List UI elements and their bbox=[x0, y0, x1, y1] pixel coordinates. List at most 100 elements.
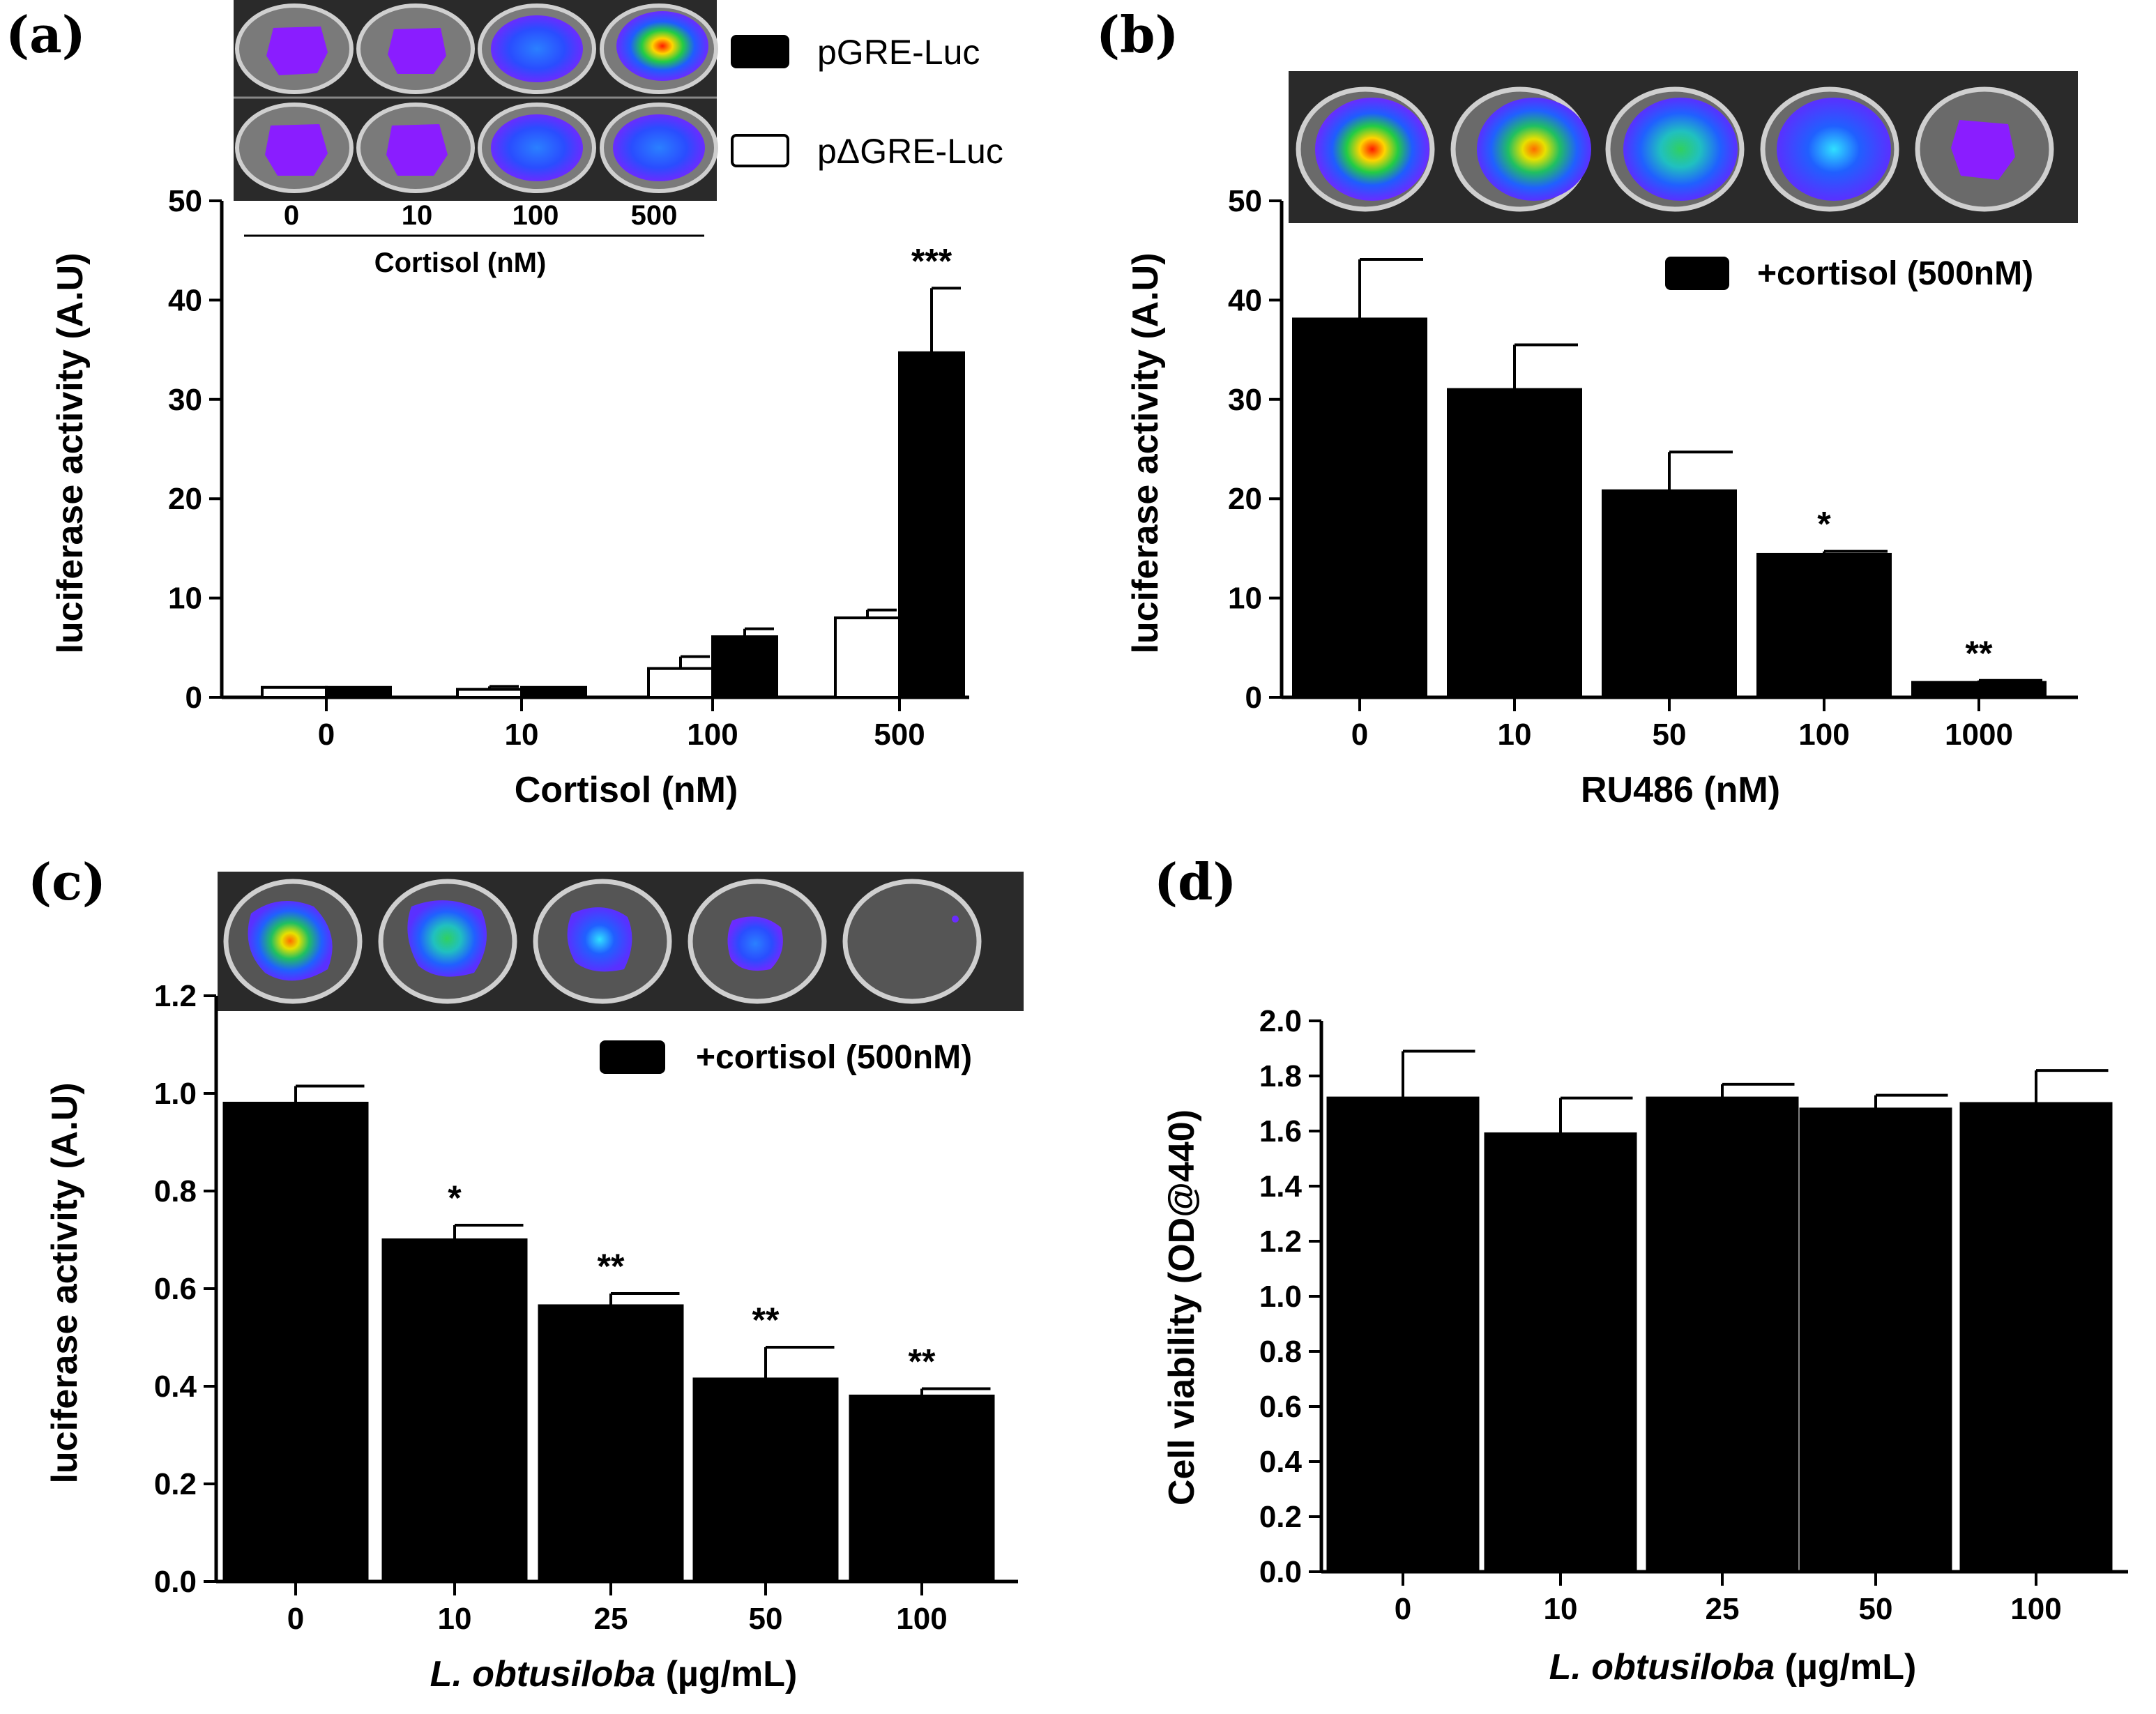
bar bbox=[381, 1238, 528, 1583]
y-tick-label: 0.8 bbox=[1259, 1335, 1302, 1369]
y-tick-label: 30 bbox=[168, 383, 202, 417]
inset-a-label-500: 500 bbox=[631, 200, 678, 231]
xlabel-b: RU486 (nM) bbox=[1581, 770, 1780, 810]
bar bbox=[1799, 1107, 1952, 1573]
y-tick-label: 0.4 bbox=[154, 1370, 197, 1404]
bar bbox=[325, 685, 392, 699]
well-c-5 bbox=[842, 879, 982, 1004]
well-c-5-signal bbox=[952, 916, 959, 923]
significance-marker: ** bbox=[909, 1342, 936, 1381]
y-tick-label: 0.4 bbox=[1259, 1445, 1303, 1479]
x-tick-label: 10 bbox=[505, 718, 539, 752]
well-c-3-signal bbox=[567, 907, 632, 972]
ylabel-c: luciferase activity (A.U) bbox=[45, 1082, 85, 1483]
y-tick-label: 2.0 bbox=[1259, 1004, 1302, 1038]
bar bbox=[1646, 1096, 1799, 1573]
y-tick-label: 1.8 bbox=[1259, 1059, 1302, 1093]
y-tick-label: 50 bbox=[1228, 184, 1262, 218]
well-c-1-signal bbox=[248, 901, 333, 981]
xlabel-c-species: L. obtusiloba bbox=[430, 1654, 656, 1694]
ylabel-d: Cell viability (OD@440) bbox=[1162, 1109, 1202, 1506]
ylabel-b: luciferase activity (A.U) bbox=[1125, 252, 1166, 653]
significance-marker: *** bbox=[911, 241, 952, 280]
bar bbox=[520, 685, 587, 699]
bar bbox=[647, 667, 714, 699]
bar bbox=[1911, 681, 2047, 699]
inset-a-label-0: 0 bbox=[284, 200, 299, 231]
y-tick-label: 0.0 bbox=[1259, 1555, 1302, 1589]
xlabel-d-species: L. obtusiloba bbox=[1549, 1647, 1775, 1688]
inset-wells-c bbox=[218, 872, 1024, 1011]
panel-label-d: (d) bbox=[1154, 852, 1236, 911]
legend-swatch-pdgre bbox=[731, 134, 789, 167]
y-tick-label: 20 bbox=[1228, 482, 1262, 516]
well-b-3-signal bbox=[1623, 98, 1738, 201]
x-tick-label: 0 bbox=[1395, 1592, 1411, 1626]
legend-label-b: +cortisol (500nM) bbox=[1757, 255, 2033, 292]
significance-marker: ** bbox=[752, 1300, 780, 1340]
well-a2-2-signal bbox=[386, 124, 448, 176]
y-tick-label: 40 bbox=[1228, 283, 1262, 317]
x-tick-label: 10 bbox=[438, 1602, 472, 1636]
inset-a-label-100: 100 bbox=[513, 200, 559, 231]
panel-label-c: (c) bbox=[28, 852, 106, 911]
y-tick-label: 40 bbox=[168, 283, 202, 317]
bar bbox=[1447, 388, 1582, 699]
y-tick-label: 0 bbox=[1245, 681, 1262, 715]
x-tick-label: 0 bbox=[318, 718, 335, 752]
well-a2-4-signal bbox=[613, 114, 705, 181]
inset-wells-a bbox=[234, 0, 718, 201]
bar bbox=[456, 688, 523, 699]
well-a1-3-signal bbox=[491, 15, 583, 82]
y-tick-label: 1.2 bbox=[154, 979, 197, 1013]
y-tick-label: 0.8 bbox=[154, 1174, 197, 1208]
bar bbox=[1484, 1132, 1637, 1573]
x-tick-label: 100 bbox=[1798, 718, 1849, 752]
x-tick-label: 10 bbox=[1498, 718, 1532, 752]
legend-label-pdgre: pΔGRE-Luc bbox=[817, 132, 1003, 171]
x-tick-label: 100 bbox=[687, 718, 738, 752]
legend-swatch-c bbox=[600, 1040, 665, 1074]
bar bbox=[222, 1102, 369, 1583]
y-tick-label: 0.2 bbox=[1259, 1500, 1302, 1534]
legend-label-pgre: pGRE-Luc bbox=[817, 33, 980, 72]
bar bbox=[1602, 489, 1737, 699]
y-tick-label: 30 bbox=[1228, 383, 1262, 417]
well-b-4-signal bbox=[1777, 98, 1891, 201]
significance-marker: ** bbox=[1966, 634, 1993, 673]
x-tick-label: 500 bbox=[874, 718, 925, 752]
well-b-1-signal bbox=[1315, 98, 1429, 201]
x-tick-label: 50 bbox=[1653, 718, 1687, 752]
y-tick-label: 0.6 bbox=[1259, 1390, 1302, 1424]
y-tick-label: 1.0 bbox=[1259, 1280, 1302, 1314]
well-b-2-signal bbox=[1477, 98, 1591, 201]
x-tick-label: 50 bbox=[749, 1602, 783, 1636]
xlabel-d-unit: (µg/mL) bbox=[1775, 1647, 1916, 1688]
bar bbox=[898, 351, 965, 699]
y-tick-label: 1.2 bbox=[1259, 1224, 1302, 1259]
y-tick-label: 20 bbox=[168, 482, 202, 516]
well-a1-4-signal bbox=[616, 11, 708, 81]
bar bbox=[834, 616, 901, 699]
y-tick-label: 0.2 bbox=[154, 1467, 197, 1501]
inset-wells-b bbox=[1289, 71, 2078, 223]
bar bbox=[261, 685, 328, 699]
x-tick-label: 0 bbox=[1351, 718, 1368, 752]
xlabel-c: L. obtusiloba (µg/mL) bbox=[430, 1654, 798, 1694]
x-tick-label: 25 bbox=[1706, 1592, 1740, 1626]
well-c-4-signal bbox=[727, 916, 783, 971]
y-tick-label: 0.0 bbox=[154, 1565, 197, 1599]
y-tick-label: 1.4 bbox=[1259, 1169, 1303, 1204]
legend-swatch-pgre bbox=[731, 35, 789, 68]
x-tick-label: 50 bbox=[1859, 1592, 1893, 1626]
bar bbox=[1959, 1102, 2113, 1573]
well-a2-3-signal bbox=[491, 114, 583, 181]
x-tick-label: 100 bbox=[2010, 1592, 2061, 1626]
bar bbox=[1756, 552, 1892, 699]
x-tick-label: 25 bbox=[594, 1602, 628, 1636]
chart-b: 0 10 20 30 40 50 0 10 50 100 * 1000 ** bbox=[1228, 184, 2078, 752]
x-tick-label: 10 bbox=[1544, 1592, 1578, 1626]
panel-label-b: (b) bbox=[1096, 5, 1178, 64]
well-a1-1-signal bbox=[266, 26, 328, 75]
